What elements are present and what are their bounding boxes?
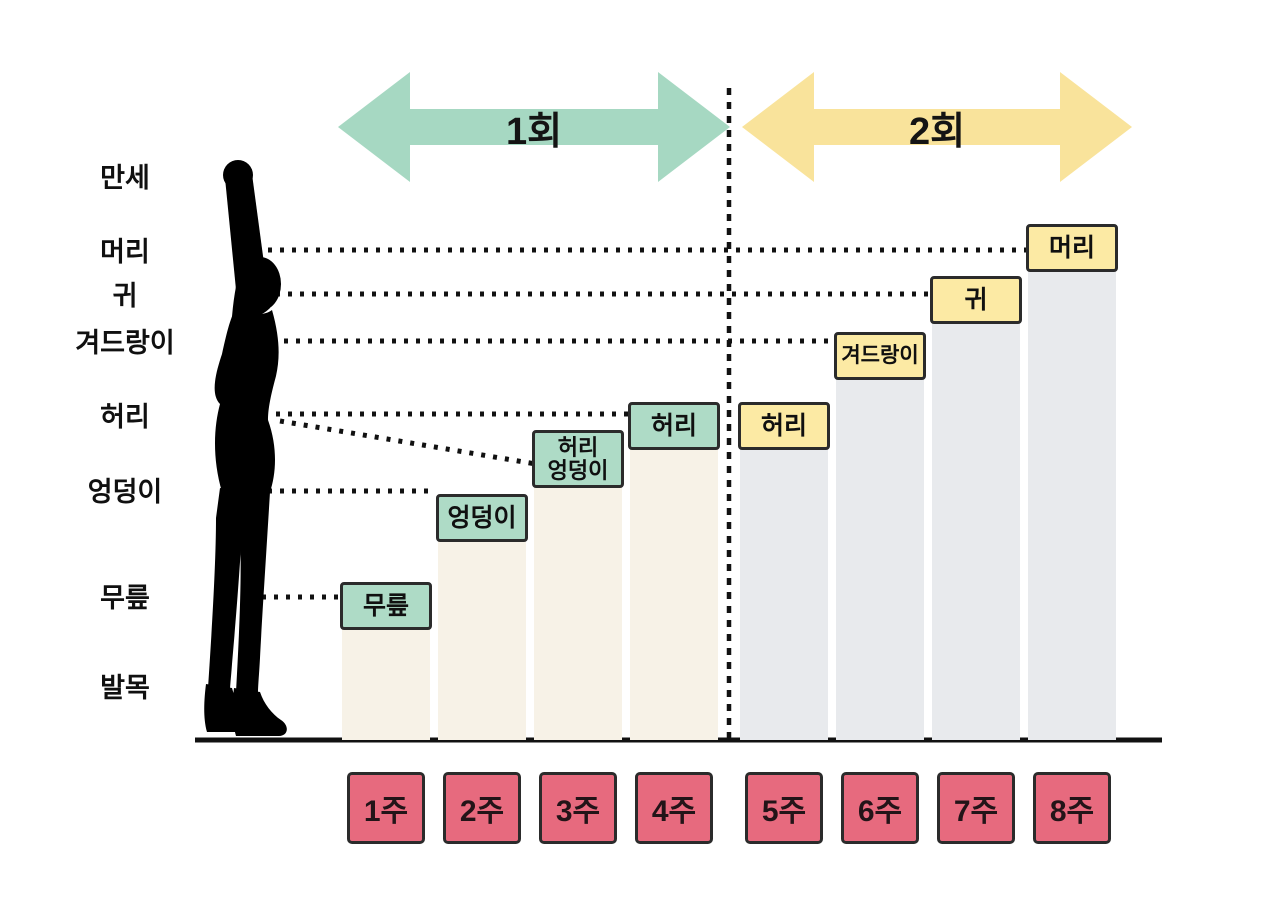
- bar-week-2: 엉덩이: [436, 494, 528, 740]
- level-box-week-8: 머리: [1026, 224, 1118, 272]
- dotted-line-waist-diagonal: [279, 418, 537, 467]
- y-axis-label-head: 머리: [100, 237, 150, 267]
- bar-week-3: 허리 엉덩이: [532, 430, 624, 740]
- level-box-week-7: 귀: [930, 276, 1022, 324]
- phase1-arrow: 1회: [338, 66, 730, 188]
- level-box-week-5: 허리: [738, 402, 830, 450]
- phase2-label: 2회: [908, 110, 966, 153]
- silhouette-back-shoe: [204, 684, 252, 732]
- week-box-6: 6주: [841, 772, 919, 844]
- silhouette-front-shoe: [232, 688, 287, 736]
- phase2-arrow: 2회: [742, 66, 1132, 188]
- bar-week-5: 허리: [738, 402, 830, 740]
- week-box-7: 7주: [937, 772, 1015, 844]
- level-box-week-1: 무릎: [340, 582, 432, 630]
- y-axis-label-ankle: 발목: [100, 673, 150, 703]
- silhouette-head: [239, 257, 281, 311]
- y-axis-label-ear: 귀: [112, 281, 138, 311]
- week-box-2: 2주: [443, 772, 521, 844]
- level-box-week-6: 겨드랑이: [834, 332, 926, 380]
- week-box-4: 4주: [635, 772, 713, 844]
- y-axis-label-hands-up: 만세: [100, 163, 150, 193]
- silhouette-front-leg: [236, 488, 270, 694]
- y-axis-label-armpit: 겨드랑이: [75, 328, 175, 358]
- phase2-arrow-shape: [742, 72, 1132, 182]
- silhouette-arm: [225, 166, 270, 318]
- silhouette-hair: [220, 262, 250, 438]
- week-box-3: 3주: [539, 772, 617, 844]
- bar-week-4: 허리: [628, 402, 720, 740]
- bar-week-6: 겨드랑이: [834, 332, 926, 740]
- week-box-5: 5주: [745, 772, 823, 844]
- level-box-week-2: 엉덩이: [436, 494, 528, 542]
- y-axis-label-waist: 허리: [100, 402, 150, 432]
- week-box-8: 8주: [1033, 772, 1111, 844]
- phase1-arrow-polygon: [338, 72, 730, 182]
- level-box-week-3: 허리 엉덩이: [532, 430, 624, 488]
- silhouette-torso: [214, 308, 279, 492]
- level-box-week-4: 허리: [628, 402, 720, 450]
- person-silhouette: [204, 160, 287, 736]
- bar-week-1: 무릎: [340, 582, 432, 740]
- phase1-arrow-shape: [338, 72, 730, 182]
- y-axis-label-hip: 엉덩이: [87, 477, 163, 507]
- week-box-1: 1주: [347, 772, 425, 844]
- silhouette-back-leg: [208, 488, 244, 692]
- silhouette-fist: [223, 160, 253, 190]
- bar-week-7: 귀: [930, 276, 1022, 740]
- bar-week-8: 머리: [1026, 224, 1118, 740]
- phase1-label: 1회: [505, 110, 563, 153]
- phase2-arrow-polygon: [742, 72, 1132, 182]
- y-axis-label-knee: 무릎: [100, 583, 150, 613]
